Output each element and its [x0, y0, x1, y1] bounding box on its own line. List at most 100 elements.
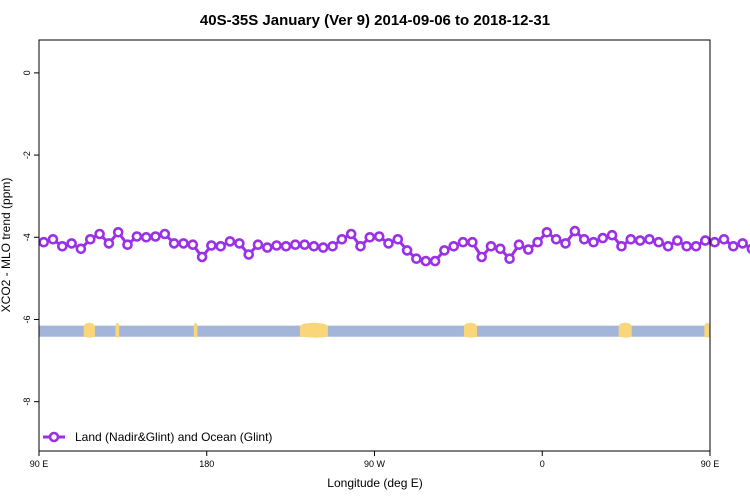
- y-tick-label: -8: [22, 398, 32, 406]
- data-point: [94, 228, 105, 240]
- x-axis-label: Longitude (deg E): [327, 476, 422, 490]
- data-point: [420, 255, 432, 267]
- data-point: [588, 236, 599, 248]
- data-point: [85, 234, 96, 245]
- data-point: [727, 241, 739, 252]
- legend: Land (Nadir&Glint) and Ocean (Glint): [43, 430, 272, 444]
- data-point: [718, 234, 730, 245]
- data-point: [243, 249, 254, 260]
- land-patch: [115, 322, 120, 338]
- x-tick-label: 90 W: [364, 459, 386, 469]
- data-point: [289, 239, 301, 250]
- chart-title: 40S-35S January (Ver 9) 2014-09-06 to 20…: [200, 12, 550, 29]
- data-point: [122, 239, 133, 250]
- data-point: [401, 245, 413, 256]
- data-point: [522, 244, 534, 255]
- data-point: [383, 238, 394, 249]
- x-tick-label: 90 E: [30, 459, 49, 469]
- y-tick-label: 0: [22, 70, 32, 75]
- data-point: [345, 228, 357, 240]
- data-point: [159, 228, 171, 240]
- x-tick-label: 180: [199, 459, 214, 469]
- data-point: [690, 241, 702, 252]
- data-point: [439, 245, 450, 256]
- data-point: [597, 232, 609, 244]
- data-point: [336, 234, 348, 245]
- y-tick-label: -4: [22, 233, 32, 241]
- data-point: [75, 243, 87, 255]
- land-patch: [704, 322, 710, 338]
- data-point: [569, 225, 581, 237]
- data-point: [448, 241, 460, 252]
- data-point: [541, 227, 553, 238]
- data-point: [56, 241, 68, 252]
- land-patch: [83, 322, 95, 338]
- data-point: [746, 243, 750, 254]
- data-point: [709, 236, 721, 248]
- data-point: [280, 241, 292, 252]
- land-patch: [463, 322, 478, 338]
- y-axis-label: XCO2 - MLO trend (ppm): [0, 178, 13, 313]
- data-point: [737, 238, 748, 249]
- legend-marker: [48, 431, 60, 443]
- data-point: [467, 236, 478, 248]
- data-point: [327, 241, 338, 252]
- data-point: [532, 236, 543, 248]
- data-point: [271, 240, 282, 251]
- data-point: [457, 236, 469, 248]
- data-point: [625, 234, 637, 245]
- series-group: [38, 225, 750, 267]
- data-point: [634, 235, 646, 246]
- data-point: [653, 236, 665, 248]
- data-point: [513, 239, 525, 250]
- data-point: [299, 239, 310, 250]
- data-point: [187, 239, 199, 250]
- data-point: [392, 234, 404, 245]
- plot-frame: [38, 39, 711, 452]
- y-tick-label: -6: [22, 315, 32, 323]
- data-point: [168, 238, 180, 249]
- x-tick-label: 90 E: [701, 459, 720, 469]
- data-point: [196, 251, 208, 263]
- data-point: [355, 241, 366, 252]
- x-tick-label: 0: [540, 459, 545, 469]
- data-point: [681, 241, 693, 252]
- y-tick-label: -2: [22, 151, 32, 159]
- data-point: [206, 240, 217, 251]
- data-point: [504, 253, 515, 265]
- data-point: [66, 238, 77, 249]
- data-point: [317, 242, 329, 253]
- data-point: [150, 231, 161, 242]
- data-point: [252, 239, 264, 250]
- data-point: [429, 255, 441, 267]
- data-point: [103, 238, 115, 249]
- data-point: [178, 238, 189, 249]
- data-point: [578, 234, 590, 245]
- data-point: [550, 234, 562, 245]
- data-point: [224, 236, 236, 247]
- data-point: [606, 229, 618, 241]
- data-point: [672, 235, 683, 246]
- data-point: [485, 241, 497, 252]
- data-point: [308, 241, 320, 252]
- data-point: [140, 232, 152, 243]
- data-point: [560, 238, 571, 249]
- land-patch: [299, 322, 328, 338]
- land-patch: [618, 322, 632, 338]
- data-point: [373, 231, 385, 242]
- data-point: [411, 253, 422, 265]
- data-point: [38, 236, 50, 248]
- data-point: [234, 238, 245, 249]
- data-point: [476, 251, 488, 263]
- data-point: [47, 234, 59, 245]
- data-point: [364, 232, 376, 243]
- data-point: [112, 227, 124, 238]
- y-axis: 0 -2 -4 -6 -8: [22, 70, 39, 406]
- data-point: [699, 235, 711, 246]
- data-point: [261, 242, 273, 253]
- ocean-band: [39, 325, 710, 337]
- data-point: [215, 241, 226, 252]
- data-point: [131, 231, 143, 242]
